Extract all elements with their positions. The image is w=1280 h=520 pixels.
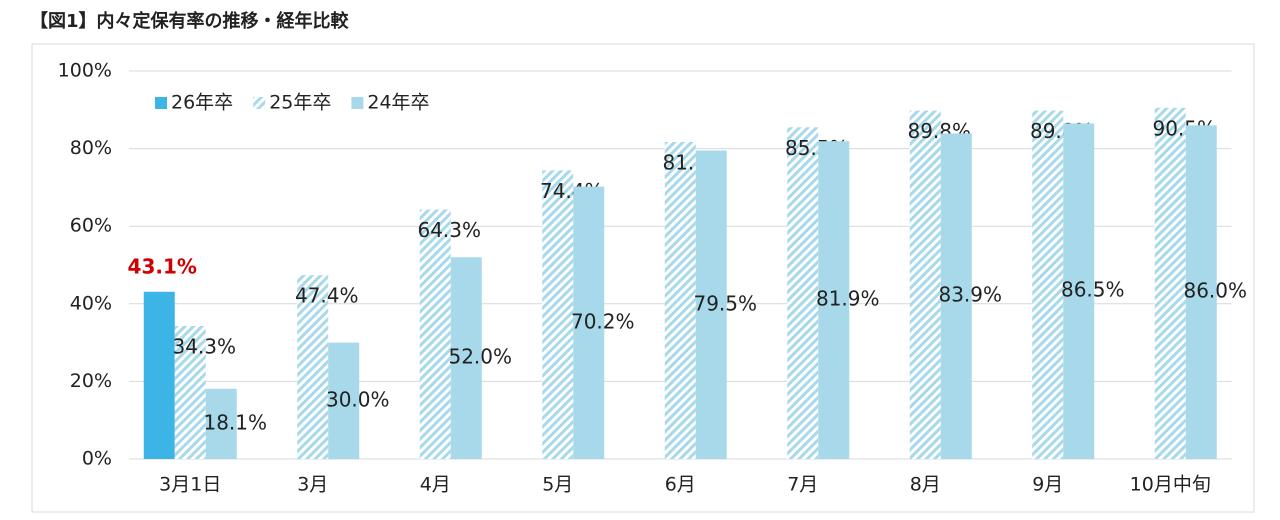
bar (787, 127, 819, 459)
bar (174, 325, 206, 459)
legend-label: 25年卒 (269, 92, 331, 114)
x-tick-label: 8月 (910, 474, 941, 496)
x-tick-label: 9月 (1032, 474, 1063, 496)
data-label: 81.9% (816, 287, 880, 311)
x-tick-label: 3月1日 (159, 474, 221, 496)
bar (542, 170, 574, 459)
x-tick-label: 3月 (297, 474, 328, 496)
data-label: 70.2% (571, 309, 635, 333)
legend-label: 26年卒 (171, 92, 233, 114)
y-tick-label: 20% (70, 370, 112, 392)
data-label: 79.5% (693, 291, 757, 315)
data-label: 86.0% (1183, 279, 1247, 303)
bar (695, 150, 727, 460)
bar (419, 209, 451, 459)
data-label: 30.0% (326, 387, 390, 411)
data-label: 34.3% (172, 334, 236, 358)
data-label: 86.5% (1061, 278, 1125, 302)
y-tick-label: 80% (70, 137, 112, 159)
x-tick-label: 6月 (665, 474, 696, 496)
chart-title: 【図1】内々定保有率の推移・経年比較 (30, 10, 350, 32)
y-tick-label: 40% (70, 292, 112, 314)
bar (1063, 123, 1095, 459)
x-tick-label: 4月 (420, 474, 451, 496)
legend-swatch (253, 97, 266, 109)
bar (143, 291, 175, 459)
bar (328, 342, 360, 459)
data-label: 64.3% (417, 218, 481, 242)
y-tick-label: 100% (58, 60, 112, 82)
x-tick-label: 7月 (787, 474, 818, 496)
data-label: 43.1% (128, 254, 197, 278)
bar (1154, 107, 1186, 460)
bar (1185, 125, 1217, 459)
legend-swatch (155, 97, 167, 109)
x-tick-label: 5月 (542, 474, 573, 496)
data-label: 83.9% (938, 283, 1002, 307)
bar (573, 186, 605, 459)
bar (297, 275, 329, 459)
x-tick-label: 10月中旬 (1130, 474, 1211, 496)
bar (909, 110, 941, 460)
legend-label: 24年卒 (367, 92, 429, 114)
data-label: 47.4% (295, 284, 359, 308)
bar (940, 133, 972, 459)
y-tick-label: 60% (70, 215, 112, 237)
bar (818, 141, 850, 459)
bar (205, 388, 237, 459)
data-label: 52.0% (448, 345, 512, 369)
bar (664, 142, 696, 459)
y-tick-label: 0% (82, 448, 112, 470)
legend-swatch (351, 97, 364, 109)
bar (450, 257, 482, 459)
chart-frame (31, 43, 1255, 513)
bar (1032, 110, 1064, 460)
data-label: 18.1% (203, 410, 267, 434)
